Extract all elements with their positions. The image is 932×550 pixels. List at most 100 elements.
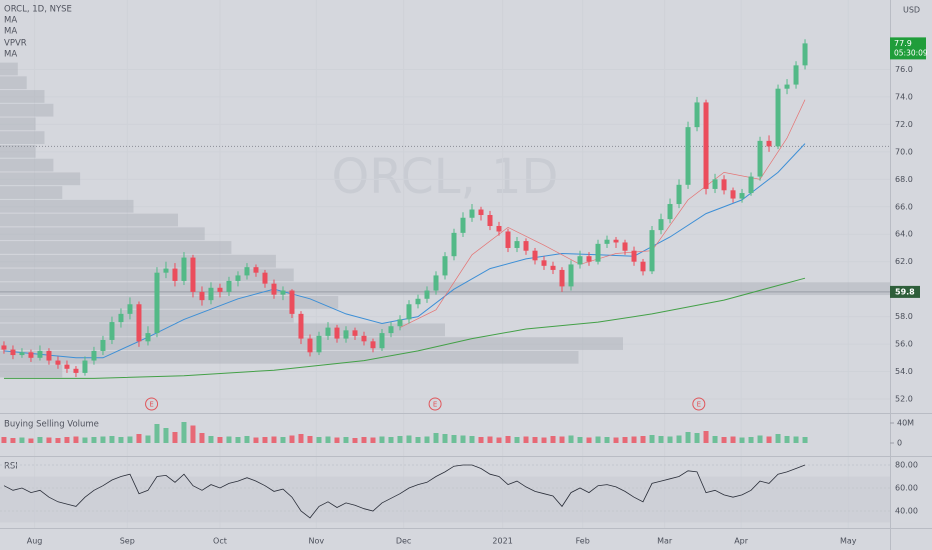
volume-profile-bar [0,103,54,117]
volume-profile-bar [0,144,36,158]
earnings-label: E [697,401,701,409]
price-line-label: 59.8 [895,287,915,296]
candle-body [109,322,115,340]
moving-average [3,143,806,359]
earnings-marker [692,397,706,411]
volume-bar [406,435,412,443]
candle-body [46,350,52,361]
candle-body [766,140,772,147]
volume-title: Buying Selling Volume [4,420,99,430]
volume-bar [667,436,673,443]
y-tick-label: 64.0 [895,230,913,239]
volume-bar [739,437,745,443]
candle-body [118,313,124,323]
volume-bar [415,437,421,443]
candle-body [388,326,394,334]
y-tick-label: 70.0 [895,147,913,156]
candle-body [658,219,664,231]
volume-bar [136,434,142,443]
volume-bar [55,438,61,443]
volume-profile-bar [0,268,294,282]
x-tick-label: May [840,537,857,546]
volume-bar [694,433,700,443]
candle-body [478,209,484,216]
candle-body [82,360,88,373]
candle-body [595,243,601,262]
candle-body [577,256,583,265]
candle-body [550,265,556,270]
volume-bar [496,437,502,443]
y-tick-label: 74.0 [895,92,913,101]
candle-body [685,127,691,185]
candle-body [793,65,799,85]
volume-bar [235,437,241,443]
volume-bar [10,438,16,443]
volume-bar [208,436,214,443]
volume-bar [1,437,7,443]
y-tick-label: 72.0 [895,120,913,129]
candle-body [406,304,412,320]
candle-body [649,230,655,272]
volume-bar [523,436,529,443]
candle-body [298,313,304,339]
x-tick-label: 2021 [492,537,512,546]
volume-bar [631,436,637,443]
volume-profile-bar [0,213,178,227]
volume-bar [109,436,115,443]
volume-bar [91,437,97,443]
volume-bar [514,437,520,443]
volume-bar [730,436,736,443]
volume-bar [640,436,646,443]
volume-bar [568,435,574,443]
volume-bar [748,437,754,443]
volume-bar [64,437,70,443]
candle-body [154,272,160,334]
candle-body [415,298,421,305]
volume-profile-bar [0,254,276,268]
candle-body [136,304,142,342]
candle-body [244,267,250,276]
candle-body [460,217,466,233]
candle-body [604,239,610,244]
volume-bar [703,431,709,443]
volume-bar [676,435,682,443]
volume-bar [82,437,88,443]
volume-bar [712,436,718,443]
x-tick-label: Dec [396,537,411,546]
candle-body [307,338,313,353]
volume-bar [397,436,403,443]
volume-bar [127,436,133,443]
volume-profile-bar [0,172,81,186]
volume-bar [307,436,313,443]
volume-bar [766,436,772,443]
volume-bar [253,437,259,443]
volume-profile-bar [0,117,36,131]
candle-body [19,352,25,356]
volume-bar [118,437,124,443]
rsi-tick-label: 80.00 [895,461,918,470]
volume-bar [433,433,439,443]
volume-bar [541,437,547,443]
volume-bar [487,436,493,443]
earnings-marker [428,397,442,411]
price-line-box [890,285,920,298]
candle-body [325,327,331,336]
candle-body [775,88,781,147]
x-tick-label: Sep [120,537,135,546]
volume-bar [478,437,484,443]
candle-body [721,179,727,191]
candle-body [739,193,745,199]
volume-profile-bar [0,241,232,254]
candle-body [163,268,169,273]
candle-body [28,352,34,358]
rsi-title: RSI [4,462,18,472]
volume-bar [424,436,430,443]
candle-body [361,335,367,342]
y-tick-label: 66.0 [895,202,913,211]
candle-body [235,275,241,281]
x-tick-label: Aug [27,537,43,546]
volume-bar [757,435,763,443]
x-tick-label: Oct [213,537,227,546]
y-tick-label: 62.0 [895,257,913,266]
